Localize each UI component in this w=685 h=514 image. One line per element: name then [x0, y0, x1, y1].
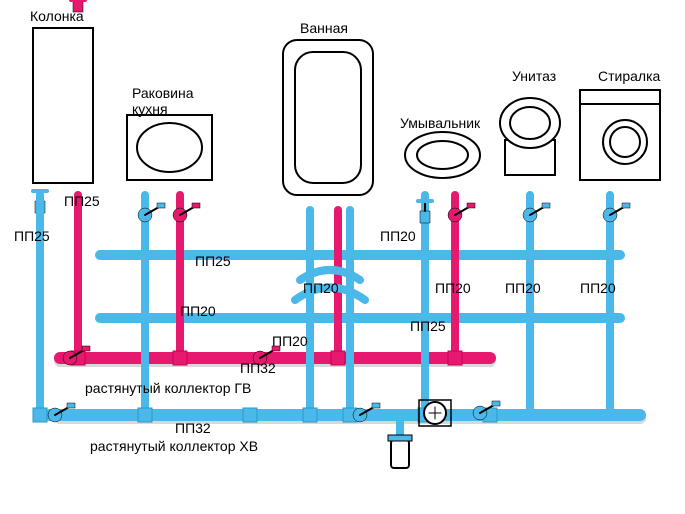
plumbing-diagram — [0, 0, 685, 514]
label-pp32_c: ПП32 — [175, 420, 211, 436]
label-washbasin: Умывальник — [400, 115, 480, 131]
label-pp20_wh: ПП20 — [435, 280, 471, 296]
label-toilet: Унитаз — [512, 68, 556, 84]
label-pp20_b1: ПП20 — [303, 280, 339, 296]
label-pp20_b2: ПП20 — [272, 333, 308, 349]
label-pp20_t: ПП20 — [505, 280, 541, 296]
label-pp32_h: ПП32 — [240, 360, 276, 376]
label-coll_c: растянутый коллектор ХВ — [90, 438, 258, 454]
label-sink2: кухня — [132, 101, 168, 117]
label-sink: Раковина — [132, 85, 194, 101]
label-pp20_w: ПП20 — [380, 228, 416, 244]
label-pp25_l: ПП25 — [14, 228, 50, 244]
label-bath: Ванная — [300, 20, 348, 36]
label-heater: Колонка — [30, 8, 84, 24]
label-pp20_wm: ПП20 — [580, 280, 616, 296]
label-washer: Стиралка — [598, 68, 660, 84]
label-pp25_wb: ПП25 — [410, 318, 446, 334]
label-pp25_mid: ПП25 — [195, 253, 231, 269]
label-pp20_s: ПП20 — [180, 303, 216, 319]
label-coll_h: растянутый коллектор ГВ — [85, 380, 251, 396]
label-pp25_h: ПП25 — [64, 193, 100, 209]
